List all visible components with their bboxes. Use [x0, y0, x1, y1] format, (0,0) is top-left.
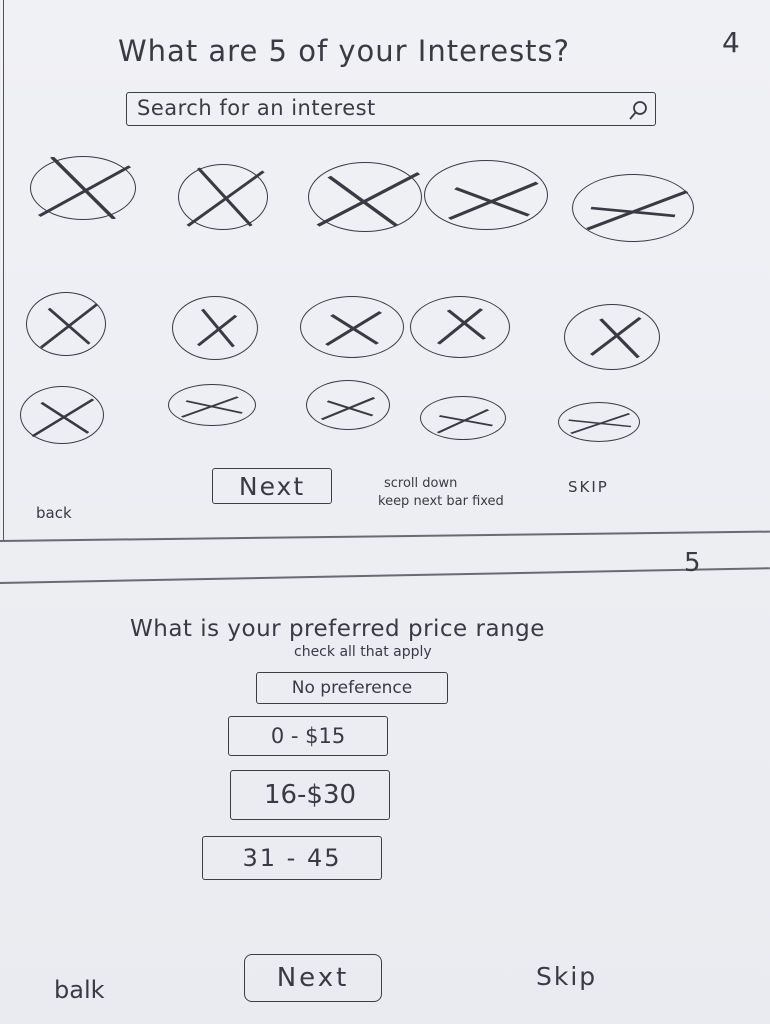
interest-option-14[interactable] [420, 396, 506, 440]
next-button[interactable]: Next [244, 954, 382, 1002]
page-number: 5 [684, 548, 701, 578]
interest-option-11[interactable] [20, 386, 104, 444]
next-button-label: Next [238, 471, 306, 501]
price-option-no-preference[interactable]: No preference [256, 672, 448, 704]
skip-link[interactable]: SKIP [568, 478, 609, 496]
search-placeholder: Search for an interest [137, 96, 376, 120]
price-option-31-45[interactable]: 31 - 45 [202, 836, 382, 880]
interest-option-10[interactable] [564, 304, 660, 370]
interest-option-3[interactable] [308, 162, 422, 232]
interest-option-1[interactable] [30, 156, 136, 220]
design-note-line2: keep next bar fixed [378, 494, 504, 509]
design-note-line1: scroll down [384, 476, 458, 491]
back-link[interactable]: back [36, 504, 72, 522]
interest-option-8[interactable] [300, 296, 404, 358]
interest-option-6[interactable] [26, 292, 106, 356]
page-subtitle: check all that apply [294, 644, 432, 660]
interest-option-13[interactable] [306, 380, 390, 430]
price-option-label: 0 - $15 [270, 724, 346, 748]
page-number: 4 [722, 26, 740, 59]
next-button-label: Next [276, 963, 350, 993]
section-divider [0, 567, 770, 584]
search-input[interactable]: Search for an interest [126, 92, 656, 126]
search-icon[interactable] [627, 99, 651, 121]
price-option-label: 16-$30 [263, 780, 357, 810]
price-option-label: No preference [291, 678, 413, 698]
section-divider [0, 530, 770, 542]
interest-option-2[interactable] [178, 164, 268, 230]
interest-option-4[interactable] [424, 160, 548, 230]
price-option-0-15[interactable]: 0 - $15 [228, 716, 388, 756]
page-title: What is your preferred price range [130, 616, 545, 642]
paper-edge [3, 0, 4, 540]
interest-option-7[interactable] [172, 296, 258, 360]
back-link[interactable]: balk [54, 976, 105, 1004]
skip-link[interactable]: Skip [536, 962, 598, 991]
interest-option-15[interactable] [558, 402, 640, 442]
interest-option-12[interactable] [168, 384, 256, 426]
price-option-label: 31 - 45 [242, 844, 342, 872]
next-button[interactable]: Next [212, 468, 332, 504]
interest-option-9[interactable] [410, 296, 510, 358]
interest-option-5[interactable] [572, 174, 694, 242]
page-title: What are 5 of your Interests? [118, 34, 571, 68]
price-option-16-30[interactable]: 16-$30 [230, 770, 390, 820]
